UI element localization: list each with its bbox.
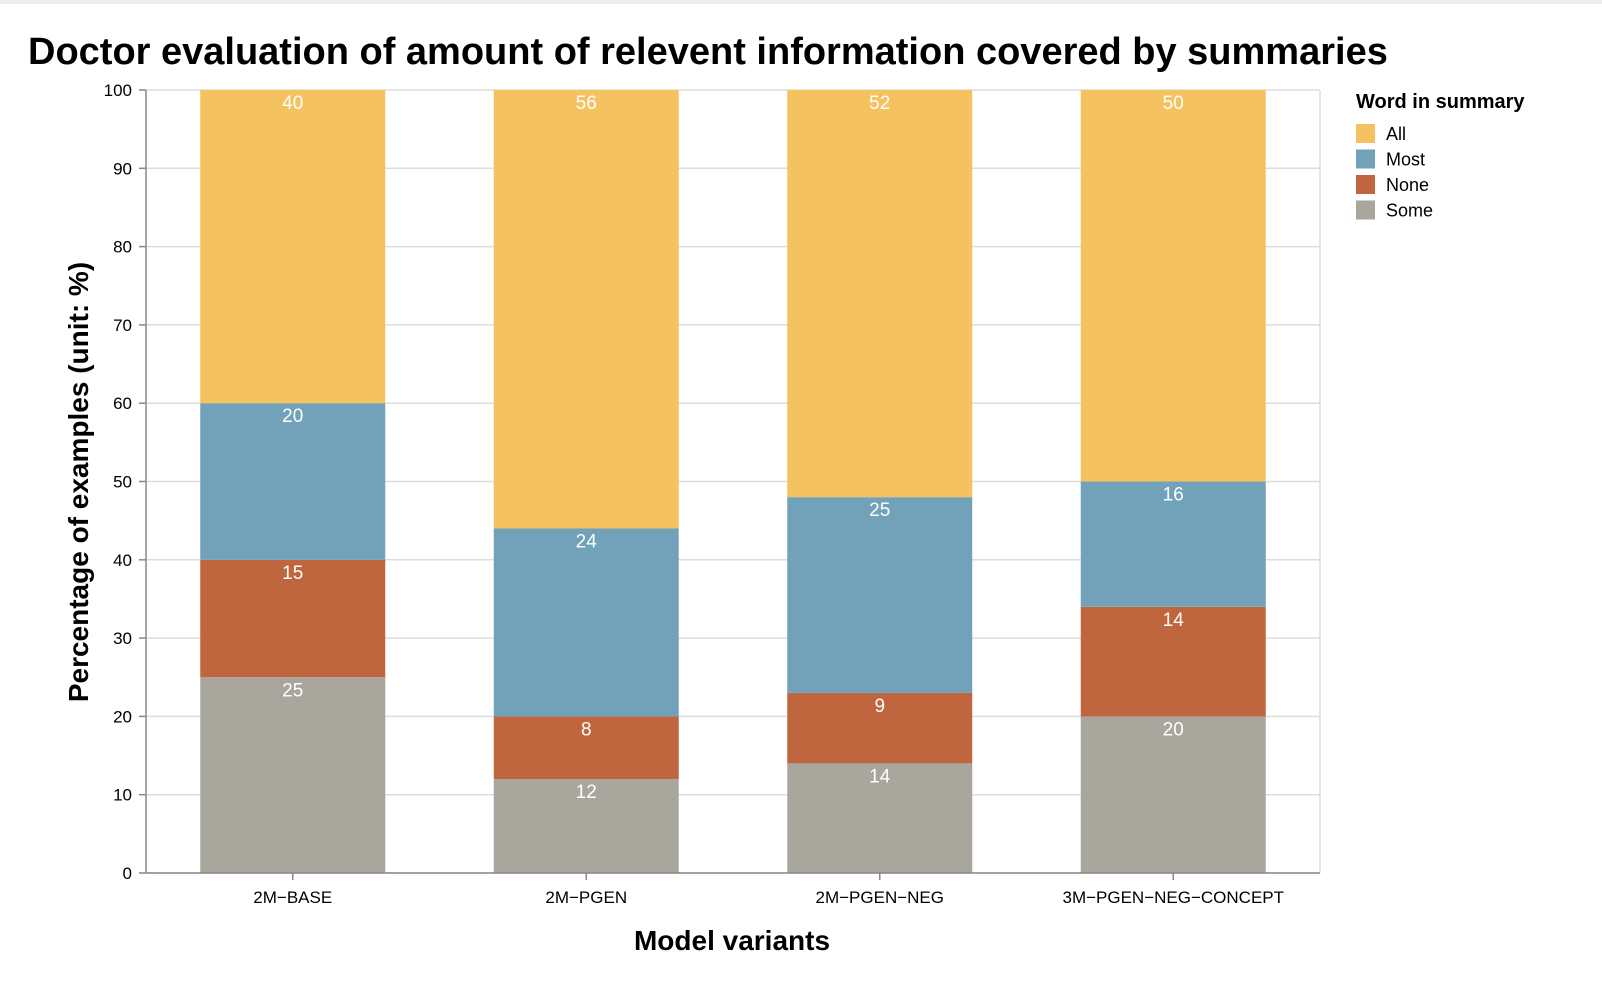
y-tick-label: 30 bbox=[113, 629, 132, 648]
y-tick-label: 40 bbox=[113, 551, 132, 570]
bar-segment-all bbox=[200, 90, 386, 404]
axes-group: 0 10 20 30 40 50 60 70 80 90 100 2M−BASE 2M−PGEN 2M−P… bbox=[104, 81, 1320, 907]
bar-value-label: 20 bbox=[1163, 719, 1184, 740]
bar-segment-most bbox=[787, 497, 973, 693]
bar-value-label: 12 bbox=[576, 782, 597, 803]
x-tick-label: 2M−PGEN−NEG bbox=[816, 888, 945, 907]
x-tick-label: 3M−PGEN−NEG−CONCEPT bbox=[1062, 888, 1284, 907]
bar-value-label: 40 bbox=[282, 93, 303, 114]
y-tick-label: 60 bbox=[113, 394, 132, 413]
bar-value-label: 9 bbox=[874, 696, 885, 717]
bar-segment-some bbox=[200, 677, 386, 873]
y-tick-label: 70 bbox=[113, 316, 132, 335]
legend-label-some: Some bbox=[1386, 201, 1433, 221]
bar-segment-most bbox=[1080, 481, 1266, 607]
legend-swatch-all bbox=[1356, 124, 1375, 143]
legend-swatch-none bbox=[1356, 175, 1375, 194]
legend-swatch-some bbox=[1356, 200, 1375, 220]
legend-label-most: Most bbox=[1386, 150, 1425, 170]
bar-value-label: 56 bbox=[576, 93, 597, 114]
legend: Word in summary All Most None Some bbox=[1356, 91, 1525, 221]
legend-label-all: All bbox=[1386, 124, 1406, 144]
bar-value-label: 16 bbox=[1163, 485, 1184, 506]
y-tick-label: 10 bbox=[113, 786, 132, 805]
legend-title: Word in summary bbox=[1356, 91, 1525, 113]
bar-value-label: 25 bbox=[869, 500, 890, 521]
top-border bbox=[0, 0, 1602, 4]
y-tick-label: 80 bbox=[113, 238, 132, 257]
bar-segment-none bbox=[787, 692, 973, 764]
bar-value-label: 52 bbox=[869, 93, 890, 114]
x-tick-label: 2M−BASE bbox=[253, 888, 332, 907]
chart-title: Doctor evaluation of amount of relevent … bbox=[28, 31, 1388, 73]
y-tick-label: 90 bbox=[113, 159, 132, 178]
bar-segment-none bbox=[1080, 606, 1266, 717]
bar-value-label: 8 bbox=[581, 719, 592, 740]
x-tick-label: 2M−PGEN bbox=[545, 888, 627, 907]
bar-value-label: 25 bbox=[282, 680, 303, 701]
bar-value-label: 20 bbox=[282, 406, 303, 427]
y-tick-label: 50 bbox=[113, 473, 132, 492]
bar-segment-all bbox=[1080, 90, 1266, 482]
bar-segment-some bbox=[493, 779, 679, 873]
bar-segment-all bbox=[787, 90, 973, 498]
bars-group bbox=[200, 90, 1266, 873]
legend-label-none: None bbox=[1386, 175, 1429, 195]
bar-value-label: 50 bbox=[1163, 93, 1184, 114]
bar-segment-most bbox=[200, 403, 386, 560]
y-tick-label: 0 bbox=[123, 864, 132, 883]
bar-segment-some bbox=[787, 763, 973, 873]
legend-swatch-most bbox=[1356, 149, 1375, 169]
bar-segment-none bbox=[200, 559, 386, 678]
bar-segment-some bbox=[1080, 716, 1266, 873]
bar-labels-group: 25 15 20 40 12 8 24 56 14 9 25 52 20 14 16 50 bbox=[282, 93, 1184, 803]
bar-value-label: 24 bbox=[576, 531, 598, 552]
y-axis-title: Percentage of examples (unit: %) bbox=[63, 262, 94, 702]
bar-value-label: 14 bbox=[1163, 610, 1185, 631]
bar-segment-most bbox=[493, 528, 679, 717]
bar-value-label: 14 bbox=[869, 766, 891, 787]
y-tick-label: 20 bbox=[113, 707, 132, 726]
bar-value-label: 15 bbox=[282, 563, 303, 584]
bar-segment-none bbox=[493, 716, 679, 780]
bar-segment-all bbox=[493, 90, 679, 529]
y-tick-label: 100 bbox=[104, 81, 132, 100]
x-axis-title: Model variants bbox=[634, 925, 830, 956]
